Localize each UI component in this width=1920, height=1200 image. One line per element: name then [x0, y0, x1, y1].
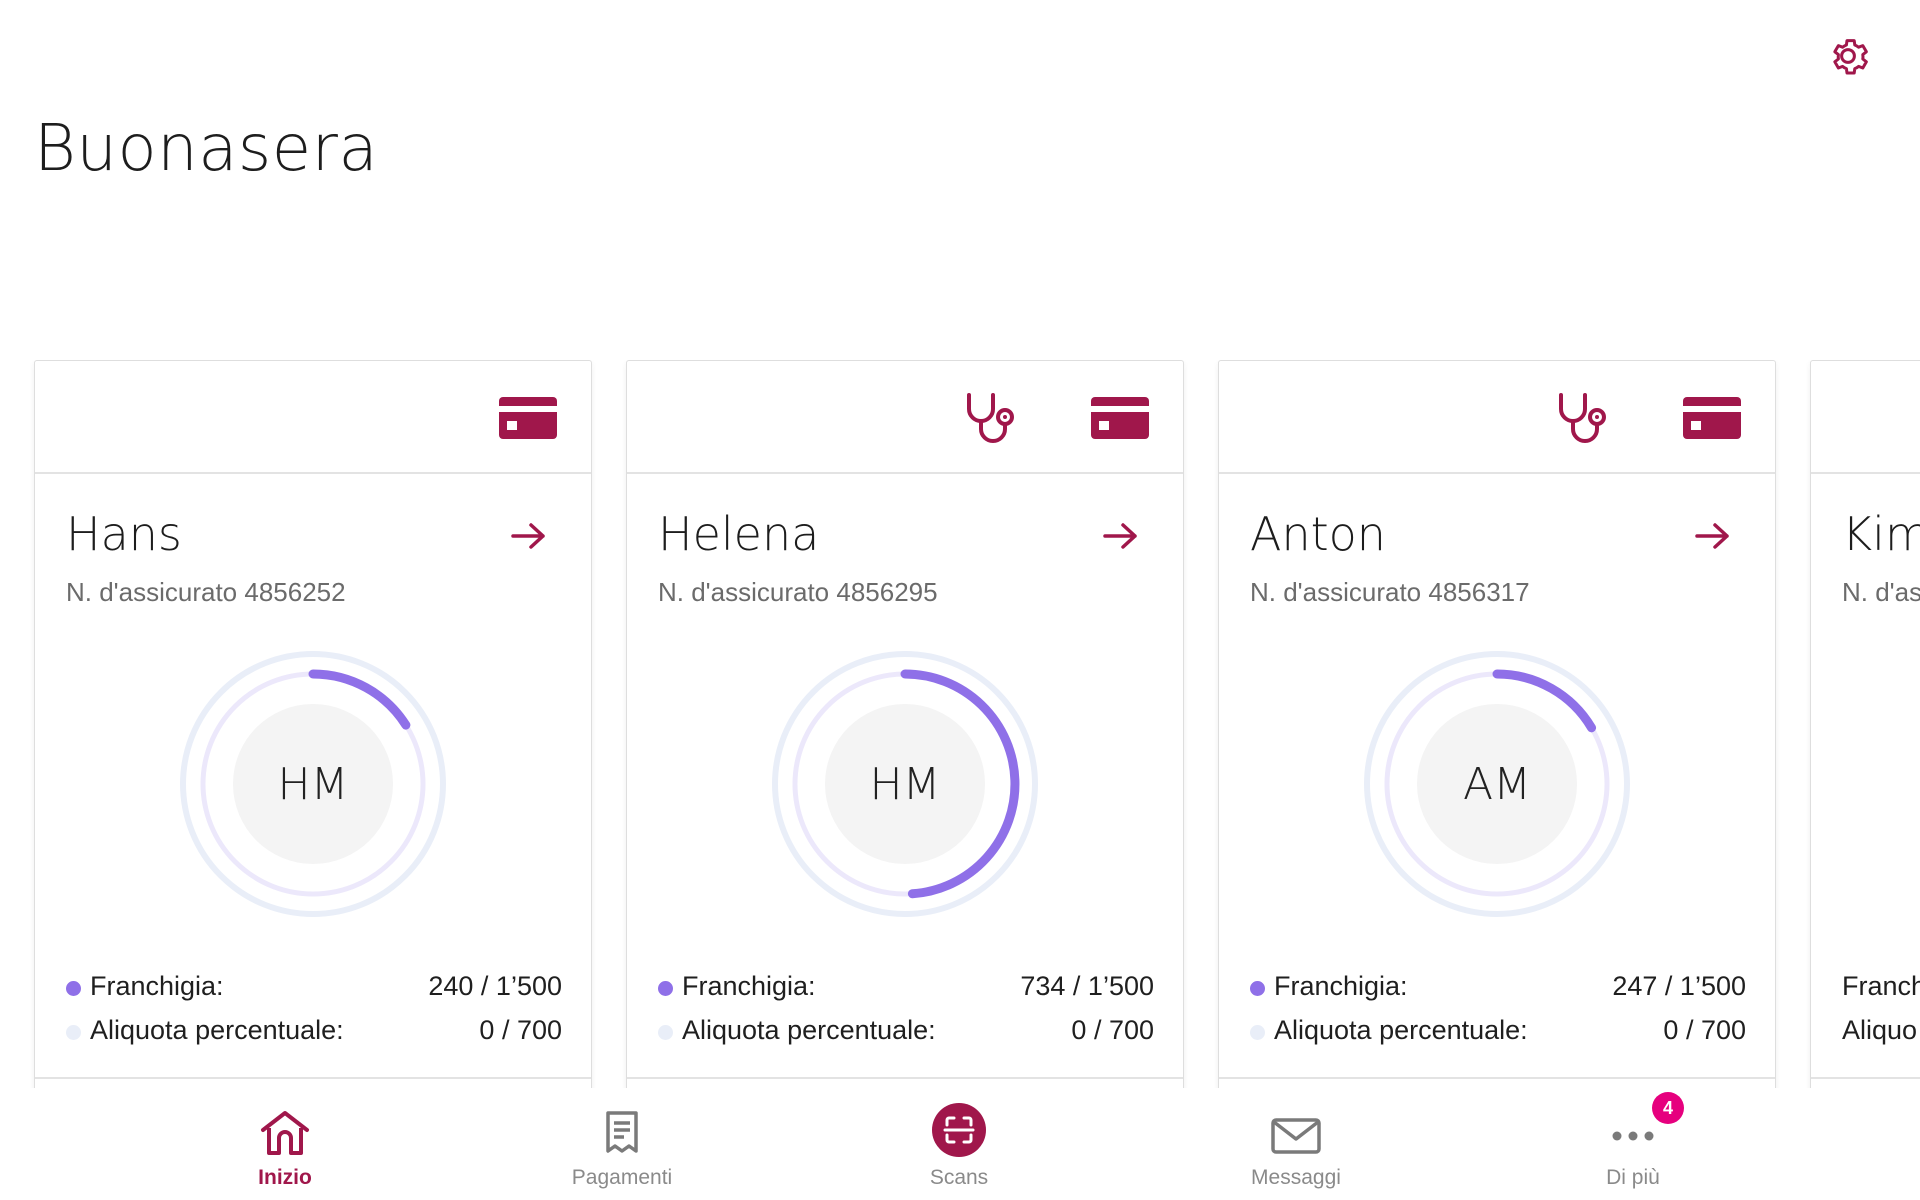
- percent-row: Aliquota percentuale: 0 / 700: [1250, 1011, 1746, 1051]
- percent-row: Aliquo: [1842, 1011, 1920, 1051]
- percent-label: Aliquo: [1842, 1015, 1918, 1045]
- avatar-initials: HM: [277, 758, 349, 810]
- insured-number: N. d'as: [1842, 577, 1920, 607]
- franchise-label: Franchigia:: [1274, 971, 1408, 1001]
- percent-value: 0 / 700: [1663, 1015, 1746, 1045]
- percent-label: Aliquota percentuale:: [90, 1015, 344, 1045]
- insured-name: Kim: [1842, 507, 1920, 561]
- percent-row: Aliquota percentuale: 0 / 700: [658, 1011, 1154, 1051]
- nav-item-scans[interactable]: Scans: [859, 1088, 1059, 1200]
- franchise-progress-ring: [1364, 651, 1630, 917]
- franchise-value: 240 / 1’500: [428, 971, 562, 1001]
- insured-number: N. d'assicurato 4856295: [658, 577, 938, 607]
- percent-row: Aliquota percentuale: 0 / 700: [66, 1011, 562, 1051]
- franchise-value: 247 / 1’500: [1612, 971, 1746, 1001]
- nav-item-pagamenti[interactable]: Pagamenti: [522, 1088, 722, 1200]
- franchise-legend-dot: [658, 981, 673, 996]
- insurance-card-icon[interactable]: [1091, 397, 1149, 439]
- home-icon: [261, 1111, 309, 1155]
- page-title: Buonasera: [34, 112, 379, 186]
- insured-name: Helena: [658, 507, 820, 561]
- card-actions-bar: [1219, 361, 1775, 474]
- insured-name: Anton: [1250, 507, 1386, 561]
- insured-card: Anton N. d'assicurato 4856317 AM Franchi…: [1218, 360, 1776, 1088]
- arrow-right-icon[interactable]: [511, 521, 547, 551]
- insured-card: Helena N. d'assicurato 4856295 HM Franch…: [626, 360, 1184, 1088]
- percent-legend-dot: [1250, 1025, 1265, 1040]
- nav-item-di-piu[interactable]: Di più: [1533, 1088, 1733, 1200]
- nav-label: Messaggi: [1251, 1166, 1341, 1189]
- franchise-progress-ring: [772, 651, 1038, 917]
- franchise-row: Franchigia: 247 / 1’500: [1250, 967, 1746, 1007]
- arrow-right-icon[interactable]: [1695, 521, 1731, 551]
- nav-item-inizio[interactable]: Inizio: [185, 1088, 385, 1200]
- percent-value: 0 / 700: [1071, 1015, 1154, 1045]
- scan-icon: [932, 1103, 986, 1157]
- franchise-label: Franchigia:: [90, 971, 224, 1001]
- card-actions-bar: [35, 361, 591, 474]
- percent-legend-dot: [66, 1025, 81, 1040]
- insurance-card-icon[interactable]: [499, 397, 557, 439]
- nav-label: Scans: [929, 1166, 989, 1189]
- notification-badge: 4: [1652, 1092, 1684, 1124]
- arrow-right-icon[interactable]: [1103, 521, 1139, 551]
- percent-label: Aliquota percentuale:: [1274, 1015, 1528, 1045]
- insured-number: N. d'assicurato 4856317: [1250, 577, 1530, 607]
- percent-label: Aliquota percentuale:: [682, 1015, 936, 1045]
- card-actions-bar: [1811, 361, 1920, 474]
- nav-label: Inizio: [258, 1166, 312, 1189]
- mail-icon: [1271, 1118, 1321, 1154]
- nav-label: Di più: [1606, 1166, 1660, 1189]
- settings-button[interactable]: [1824, 32, 1872, 80]
- franchise-row: Franchigia: 734 / 1’500: [658, 967, 1154, 1007]
- percent-legend-dot: [658, 1025, 673, 1040]
- franchise-row: Franchigia: 240 / 1’500: [66, 967, 562, 1007]
- avatar-initials: HM: [869, 758, 941, 810]
- nav-label: Pagamenti: [571, 1166, 673, 1189]
- franchise-value: 734 / 1’500: [1020, 971, 1154, 1001]
- percent-value: 0 / 700: [479, 1015, 562, 1045]
- franchise-legend-dot: [66, 981, 81, 996]
- insured-cards-carousel[interactable]: Hans N. d'assicurato 4856252 HM Franchig…: [0, 360, 1920, 1088]
- franchise-row: Franch: [1842, 967, 1920, 1007]
- franchise-label: Franchigia:: [682, 971, 816, 1001]
- more-icon: [1612, 1131, 1654, 1141]
- insured-card: Hans N. d'assicurato 4856252 HM Franchig…: [34, 360, 592, 1088]
- insured-card: Kim N. d'as Franch Aliquo: [1810, 360, 1920, 1088]
- receipt-icon: [606, 1111, 638, 1153]
- nav-item-messaggi[interactable]: Messaggi: [1196, 1088, 1396, 1200]
- stethoscope-icon[interactable]: [963, 393, 1021, 447]
- card-divider: [1811, 1077, 1920, 1079]
- card-divider: [627, 1077, 1183, 1079]
- franchise-progress-ring: [180, 651, 446, 917]
- franchise-label: Franch: [1842, 971, 1920, 1001]
- insured-name: Hans: [66, 507, 182, 561]
- stethoscope-icon[interactable]: [1555, 393, 1613, 447]
- avatar-initials: AM: [1462, 758, 1532, 810]
- bottom-nav: Inizio Pagamenti Scans Messaggi Di più: [0, 1088, 1920, 1200]
- insured-number: N. d'assicurato 4856252: [66, 577, 346, 607]
- gear-icon: [1833, 39, 1868, 75]
- franchise-legend-dot: [1250, 981, 1265, 996]
- card-divider: [35, 1077, 591, 1079]
- card-actions-bar: [627, 361, 1183, 474]
- insurance-card-icon[interactable]: [1683, 397, 1741, 439]
- card-divider: [1219, 1077, 1775, 1079]
